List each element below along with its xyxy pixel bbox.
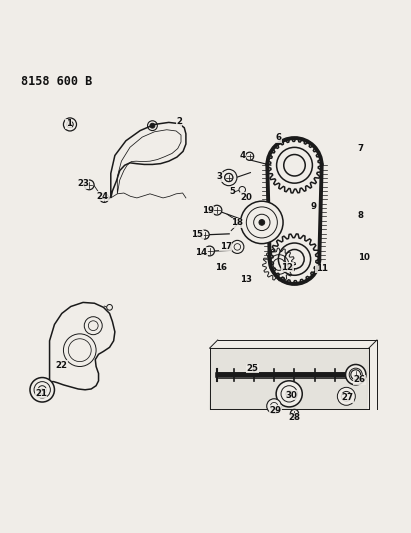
Circle shape <box>259 220 265 225</box>
Text: 22: 22 <box>56 361 68 370</box>
Circle shape <box>231 240 244 253</box>
Circle shape <box>41 389 44 391</box>
Circle shape <box>212 205 222 215</box>
Circle shape <box>107 304 113 310</box>
Text: 3: 3 <box>217 172 223 181</box>
Text: 10: 10 <box>358 253 370 262</box>
Text: 24: 24 <box>97 192 109 201</box>
Circle shape <box>254 214 270 231</box>
Text: 1: 1 <box>66 119 72 128</box>
Text: 21: 21 <box>35 389 47 398</box>
Circle shape <box>346 365 366 385</box>
Text: 11: 11 <box>316 264 328 273</box>
Circle shape <box>100 193 109 203</box>
Circle shape <box>150 123 155 128</box>
Circle shape <box>245 152 254 160</box>
Circle shape <box>337 387 356 405</box>
Text: 27: 27 <box>342 393 353 402</box>
Circle shape <box>205 246 215 256</box>
Circle shape <box>84 180 94 190</box>
Text: 28: 28 <box>289 413 300 422</box>
Text: 16: 16 <box>215 263 227 272</box>
Text: 4: 4 <box>239 150 245 159</box>
Text: 8158 600 B: 8158 600 B <box>21 76 92 88</box>
Circle shape <box>351 370 360 379</box>
Circle shape <box>291 409 298 417</box>
Text: 5: 5 <box>229 187 235 196</box>
Circle shape <box>63 118 76 131</box>
Circle shape <box>200 230 209 239</box>
Circle shape <box>221 169 237 185</box>
Text: 12: 12 <box>281 263 293 272</box>
Text: 29: 29 <box>270 406 282 415</box>
Circle shape <box>276 381 302 407</box>
Text: 17: 17 <box>220 241 232 251</box>
Text: 7: 7 <box>358 143 364 152</box>
Text: 6: 6 <box>276 133 282 142</box>
Text: 18: 18 <box>231 219 243 227</box>
Circle shape <box>246 207 277 238</box>
Text: 8: 8 <box>358 211 364 220</box>
Text: 19: 19 <box>201 206 214 215</box>
Polygon shape <box>210 348 369 409</box>
Text: 20: 20 <box>240 192 252 201</box>
Circle shape <box>240 201 283 244</box>
Text: 26: 26 <box>354 375 366 384</box>
Text: 30: 30 <box>285 391 297 400</box>
Text: 9: 9 <box>311 201 317 211</box>
Text: 13: 13 <box>240 276 252 285</box>
Circle shape <box>69 123 71 126</box>
Text: 15: 15 <box>192 230 203 239</box>
Circle shape <box>239 187 245 193</box>
Text: 23: 23 <box>77 179 89 188</box>
Text: 14: 14 <box>195 248 208 257</box>
Text: 2: 2 <box>176 117 182 126</box>
Circle shape <box>225 173 233 182</box>
Circle shape <box>30 377 55 402</box>
Text: 25: 25 <box>247 364 259 373</box>
Circle shape <box>267 399 282 414</box>
